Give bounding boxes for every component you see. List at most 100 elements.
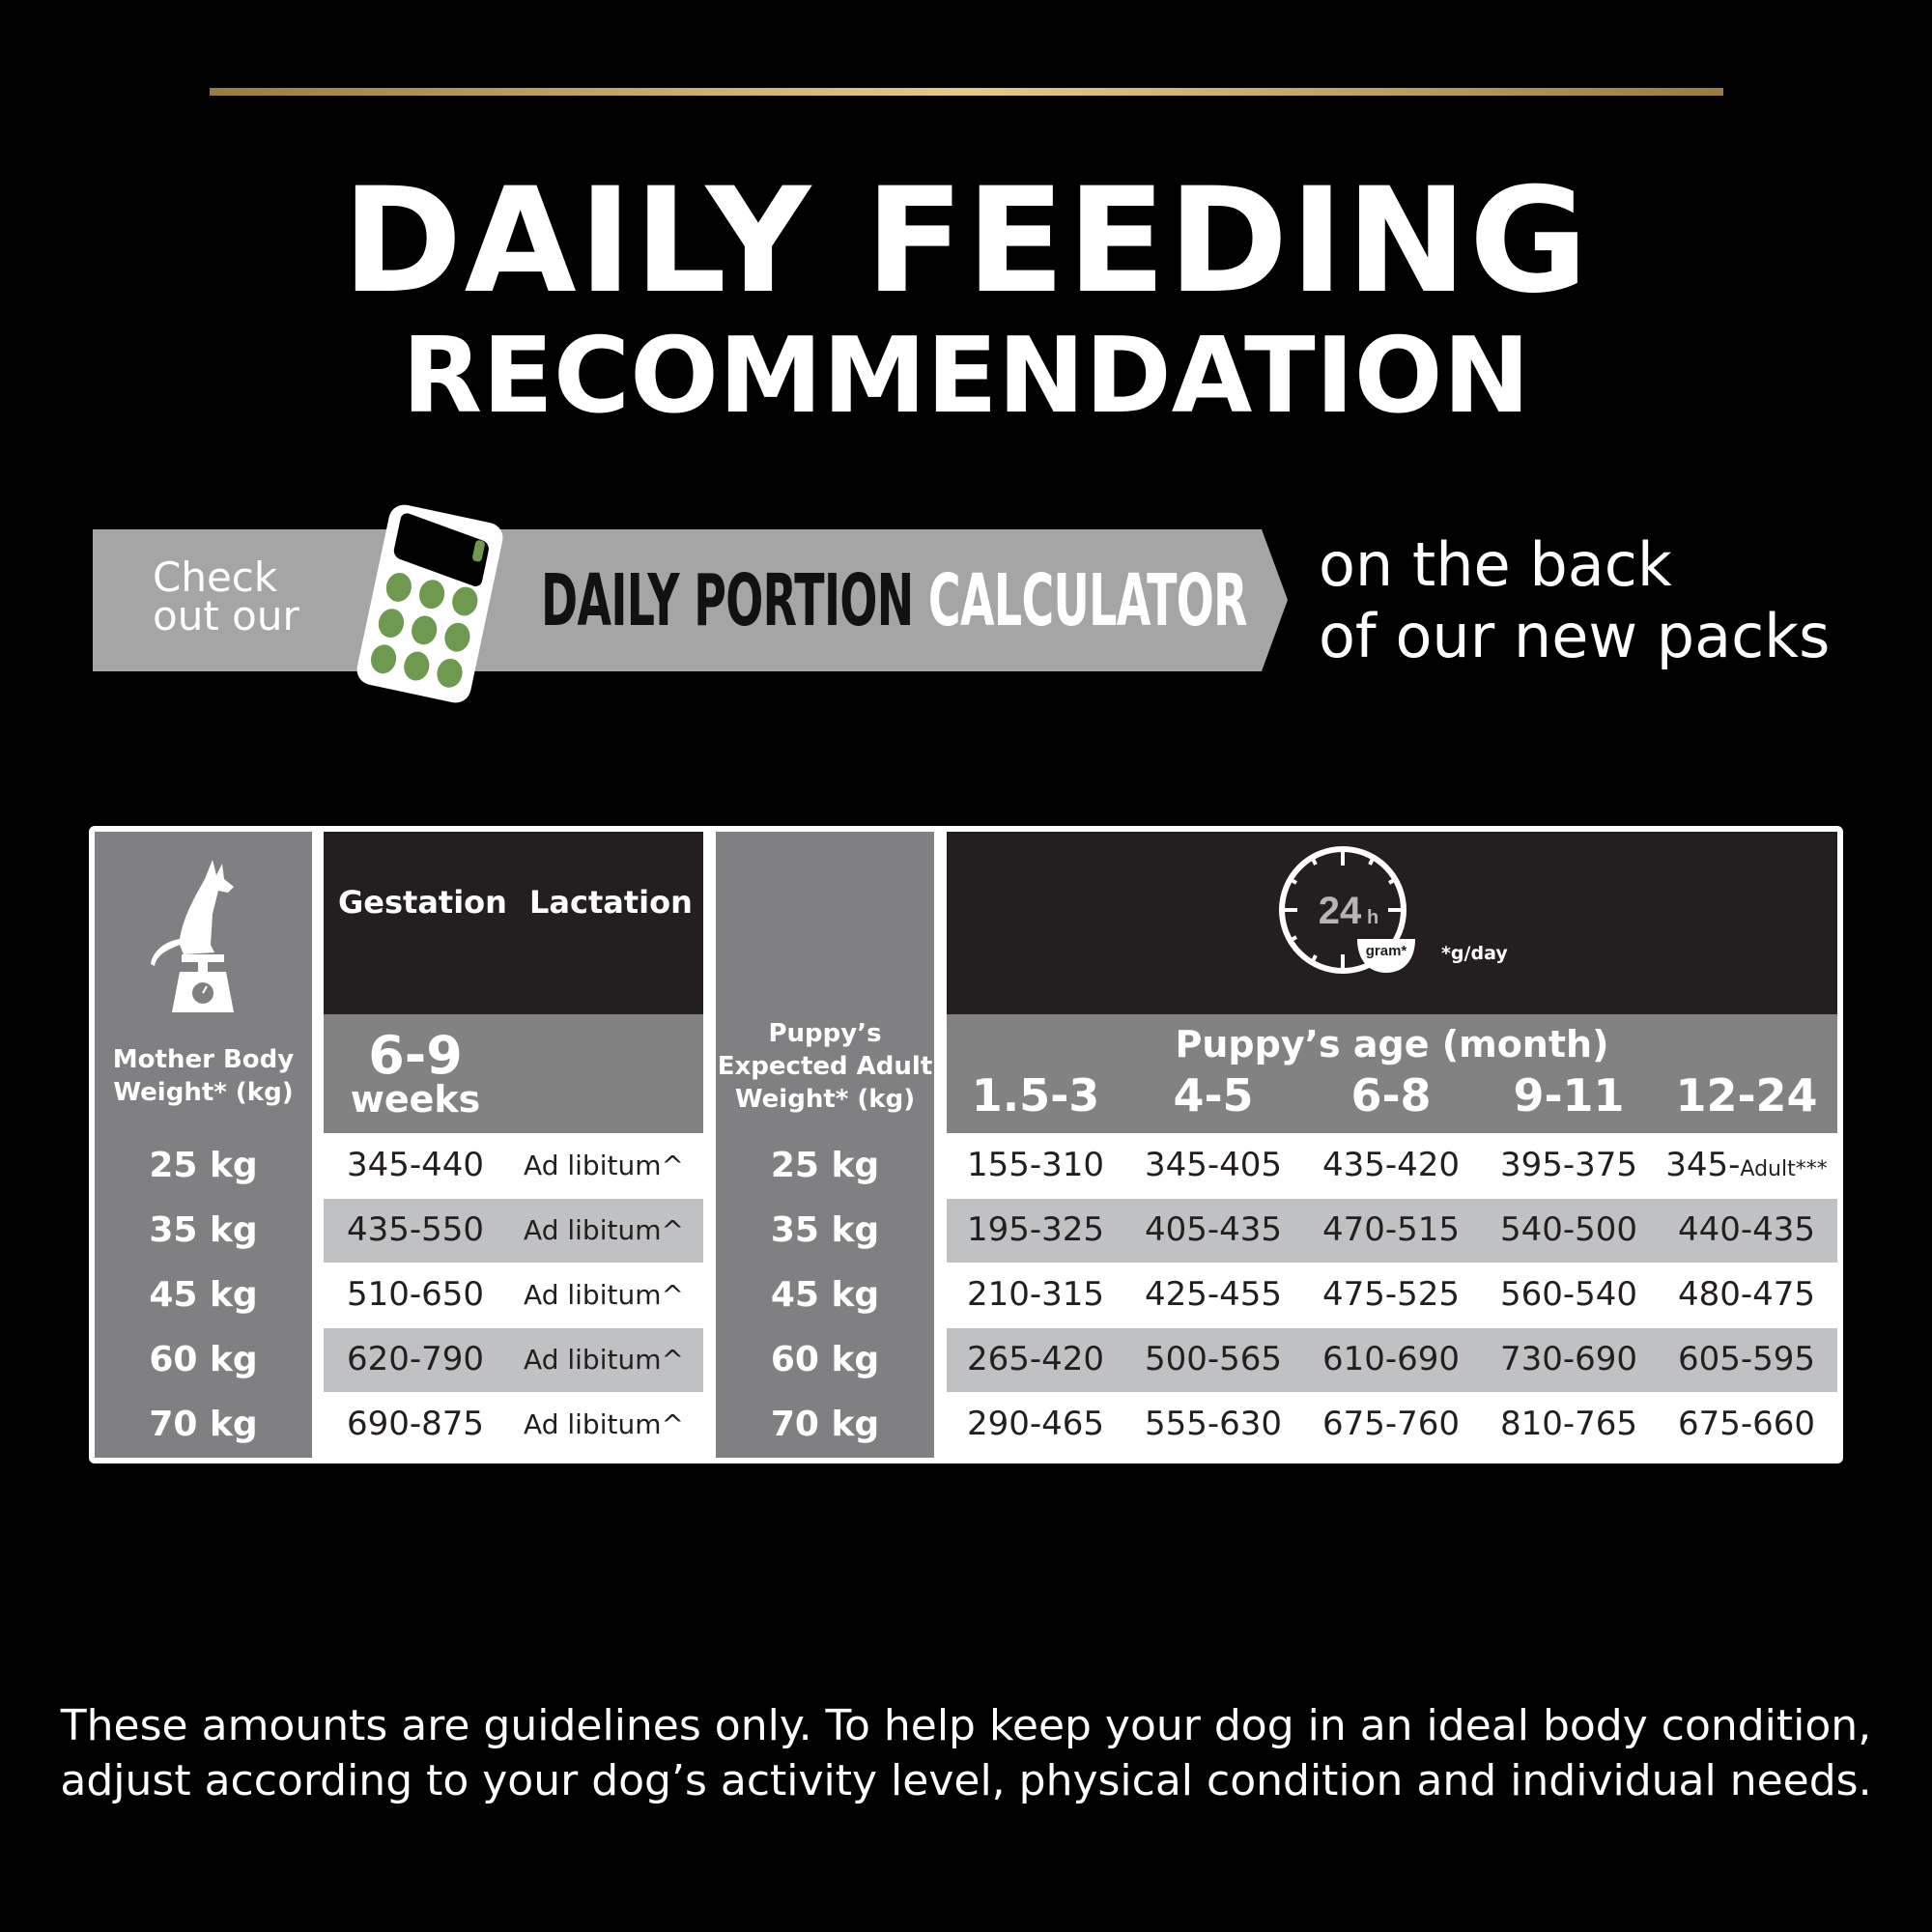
daily-portion-calculator-label: DAILY PORTION CALCULATOR [541,562,1247,639]
gestation-cell: 345-440 [346,1146,485,1184]
mother-weight-cell: 70 kg [149,1405,258,1444]
gestation-cell: 435-550 [346,1210,485,1249]
gestation-cell: 690-875 [346,1405,485,1443]
age-value: 540-500 [1499,1210,1638,1249]
age-value-cell: 435-420 [1302,1133,1480,1198]
stripe-row-4-right [947,1328,1837,1392]
age-value-cell: 555-630 [1124,1392,1302,1457]
disclaimer-line-1: These amounts are guidelines only. To he… [60,1701,1872,1750]
mother-weight-cell: 35 kg [149,1210,258,1250]
gestation-weeks-value: 6-9 [368,1025,463,1086]
stripe-row-2-left [324,1199,703,1263]
age-value-cell: 605-595 [1658,1327,1835,1392]
age-value-cell: 610-690 [1302,1327,1480,1392]
age-column-2: 4-5 [1173,1069,1254,1122]
pack-note-line-2: of our new packs [1319,601,1831,671]
gold-divider [210,88,1723,96]
clock-hours: 24 [1319,890,1362,932]
stripe-row-2-right [947,1199,1837,1263]
age-value: 730-690 [1499,1340,1638,1378]
unit-note: *g/day [1441,943,1508,964]
age-value-cell: 405-435 [1124,1198,1302,1263]
calculator-label-part2: CALCULATOR [927,559,1248,642]
age-value: 345-405 [1144,1146,1283,1184]
lactation-cell: Ad libitum^ [524,1408,684,1440]
age-value: 605-595 [1677,1340,1816,1378]
age-columns: 1.5-3 4-5 6-8 9-11 12-24 [947,1069,1837,1123]
age-value-cell: 395-375 [1480,1133,1658,1198]
clock-unit: h [1367,907,1378,928]
age-value-cell: 210-315 [947,1263,1124,1327]
age-value-cell: 810-765 [1480,1392,1658,1457]
age-value-cell: 675-760 [1302,1392,1480,1457]
stripe-row-4-left [324,1328,703,1392]
age-column-1: 1.5-3 [971,1069,1100,1122]
puppy-weight-cell: 25 kg [770,1146,880,1185]
age-value: 265-420 [966,1340,1105,1378]
age-value-cell: 475-525 [1302,1263,1480,1327]
calculator-icon [356,504,503,703]
mother-weight-cell: 45 kg [149,1275,258,1315]
age-value: 425-455 [1144,1275,1283,1314]
age-value: 475-525 [1321,1275,1461,1314]
age-value-cell: 265-420 [947,1327,1124,1392]
puppy-weight-cell: 45 kg [770,1275,880,1315]
age-value-cell: 425-455 [1124,1263,1302,1327]
bowl-label: gram* [1366,943,1407,959]
age-value: 610-690 [1321,1340,1461,1378]
age-value: 810-765 [1499,1405,1638,1443]
age-value-cell: 440-435 [1658,1198,1835,1263]
age-value-cell: 675-660 [1658,1392,1835,1457]
age-column-4: 9-11 [1513,1069,1625,1122]
age-value: 405-435 [1144,1210,1283,1249]
age-value-cell: 345-405 [1124,1133,1302,1198]
puppy-weight-column [716,832,934,1458]
age-value: 480-475 [1677,1275,1816,1314]
age-value: 440-435 [1677,1210,1816,1249]
mother-weight-cell: 60 kg [149,1340,258,1379]
age-value: 210-315 [966,1275,1105,1314]
age-value: 195-325 [966,1210,1105,1249]
age-value-cell: 155-310 [947,1133,1124,1198]
gestation-subheader [324,1014,703,1133]
age-column-5: 12-24 [1675,1069,1818,1122]
age-value: 675-660 [1677,1405,1816,1443]
disclaimer-line-2: adjust according to your dog’s activity … [60,1756,1872,1805]
age-value: 395-375 [1499,1146,1638,1184]
age-value-cell: 195-325 [947,1198,1124,1263]
pack-note-line-1: on the back [1319,529,1672,600]
lactation-cell: Ad libitum^ [524,1344,684,1376]
age-value-cell: 480-475 [1658,1263,1835,1327]
pack-note: on the back of our new packs [1319,529,1830,672]
page-subtitle: RECOMMENDATION [401,316,1530,437]
age-header: Puppy’s age (month) [1175,1023,1609,1065]
clock-bowl-icon: 24 h gram* [1279,846,1415,974]
age-value: 560-540 [1499,1275,1638,1314]
age-value-cell: 290-465 [947,1392,1124,1457]
page-title: DAILY FEEDING [342,157,1590,326]
age-value: 435-420 [1321,1146,1461,1184]
age-value-cell: 730-690 [1480,1327,1658,1392]
age-value-cell: 345-Adult*** [1658,1133,1835,1198]
age-value: 675-760 [1321,1405,1461,1443]
check-line-2: out our [153,592,299,639]
age-value-cell: 560-540 [1480,1263,1658,1327]
puppy-weight-header: Puppy’s Expected Adult Weight* (kg) [717,1019,933,1114]
check-line-1: Check [153,554,278,601]
age-value: 500-565 [1144,1340,1283,1378]
puppy-weight-cell: 60 kg [770,1340,880,1379]
lactation-cell: Ad libitum^ [524,1214,684,1246]
lactation-cell: Ad libitum^ [524,1279,684,1311]
calculator-label-part1: DAILY PORTION [541,559,914,642]
mother-weight-cell: 25 kg [149,1146,258,1185]
age-column-3: 6-8 [1350,1069,1432,1122]
check-out-text: Check out our [153,554,299,639]
age-header-dark [947,832,1837,1014]
age-value-cell: 470-515 [1302,1198,1480,1263]
gestation-weeks-unit: weeks [350,1078,481,1121]
lactation-cell: Ad libitum^ [524,1150,684,1181]
disclaimer: These amounts are guidelines only. To he… [0,1698,1932,1808]
gestation-cell: 620-790 [346,1340,485,1378]
dog-on-scale-icon [151,860,234,1012]
gestation-cell: 510-650 [346,1275,485,1314]
